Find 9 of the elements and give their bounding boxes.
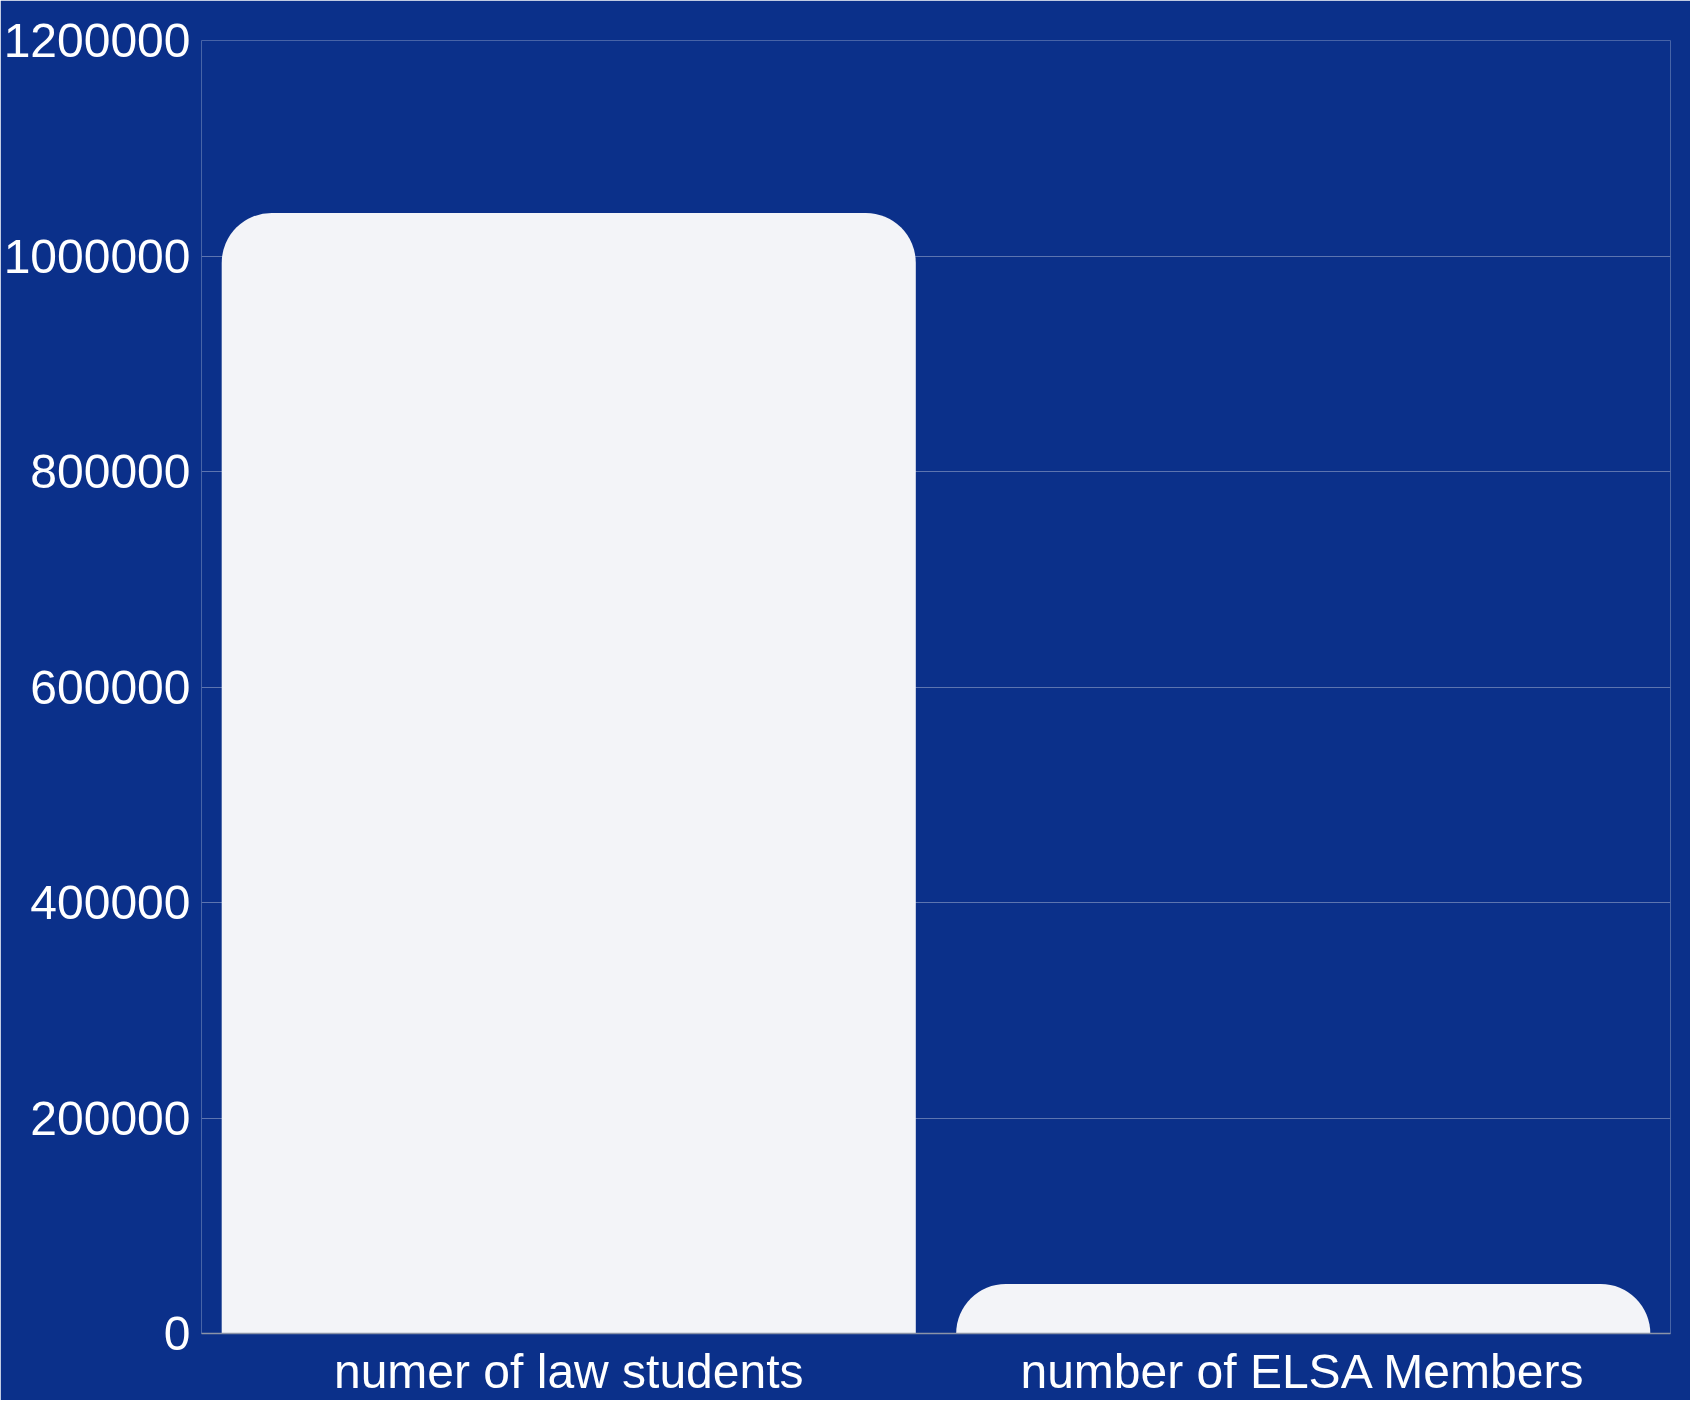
y-tick-label: 400000 [30, 876, 191, 929]
y-tick-label: 1200000 [3, 14, 191, 67]
y-tick-label: 800000 [30, 445, 191, 498]
x-tick-label: number of ELSA Members [1020, 1344, 1584, 1398]
y-tick-label: 600000 [30, 660, 191, 714]
y-tick-label: 0 [163, 1307, 191, 1360]
y-tick-label: 1000000 [3, 229, 191, 283]
y-tick-label: 200000 [30, 1091, 191, 1145]
x-tick-label: numer of law students [333, 1344, 804, 1398]
